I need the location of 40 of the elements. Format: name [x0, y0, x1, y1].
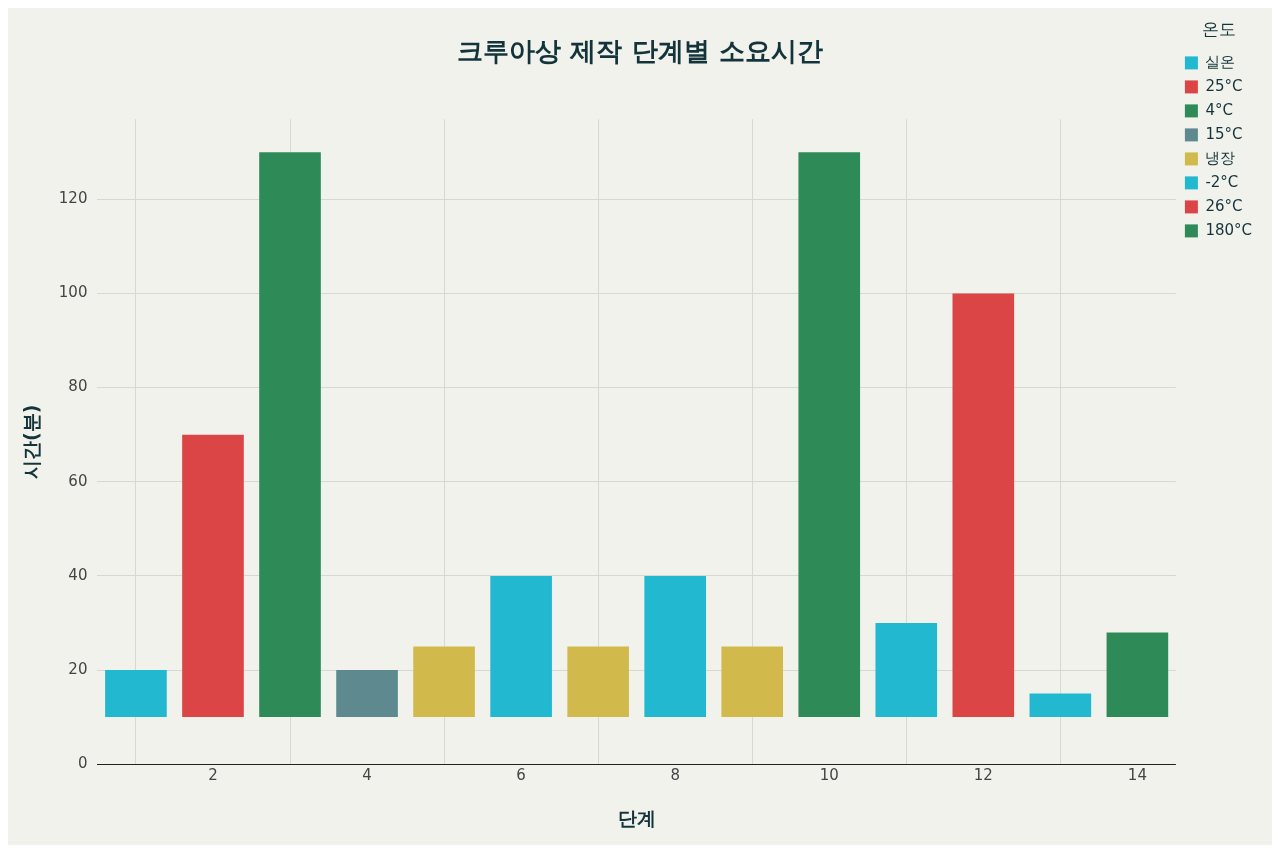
bar: [1029, 693, 1092, 718]
legend-label: 4°C: [1205, 100, 1233, 119]
bar: [644, 575, 706, 718]
legend-label: 15°C: [1205, 124, 1243, 143]
chart-title: 크루아상 제작 단계별 소요시간: [457, 36, 823, 67]
legend-title: 온도: [1201, 18, 1236, 39]
x-tick-label: 14: [1127, 766, 1147, 785]
x-tick-label: 4: [362, 766, 372, 785]
bar: [1106, 632, 1169, 718]
y-tick-label: 60: [68, 471, 88, 490]
legend-label: 180°C: [1205, 220, 1253, 239]
x-tick-label: 8: [670, 766, 680, 785]
y-tick-label: 40: [68, 565, 88, 584]
legend-label: 26°C: [1205, 196, 1243, 215]
x-tick-label: 10: [819, 766, 839, 785]
bar: [798, 152, 861, 718]
y-tick-label: 80: [68, 377, 88, 396]
bar: [182, 434, 244, 718]
bar: [336, 670, 398, 718]
x-tick-label: 12: [973, 766, 993, 785]
bar: [413, 646, 475, 718]
legend-label: -2°C: [1205, 172, 1239, 191]
bar: [490, 575, 552, 718]
y-tick-label: 120: [58, 189, 88, 208]
bar: [567, 646, 629, 718]
y-axis-title: 시간(분): [20, 404, 43, 479]
y-tick-label: 100: [58, 283, 88, 302]
x-tick-label: 2: [208, 766, 218, 785]
legend-label: 실온: [1205, 52, 1236, 71]
x-axis-title: 단계: [617, 806, 656, 829]
legend-label: 25°C: [1205, 76, 1243, 95]
y-tick-label: 0: [77, 754, 88, 773]
x-tick-label: 6: [516, 766, 526, 785]
bar: [259, 152, 321, 718]
bar: [721, 646, 784, 718]
bar: [105, 670, 167, 718]
legend-label: 냉장: [1205, 148, 1236, 167]
bar: [875, 622, 938, 718]
y-tick-label: 20: [68, 659, 88, 678]
bar: [952, 293, 1015, 718]
